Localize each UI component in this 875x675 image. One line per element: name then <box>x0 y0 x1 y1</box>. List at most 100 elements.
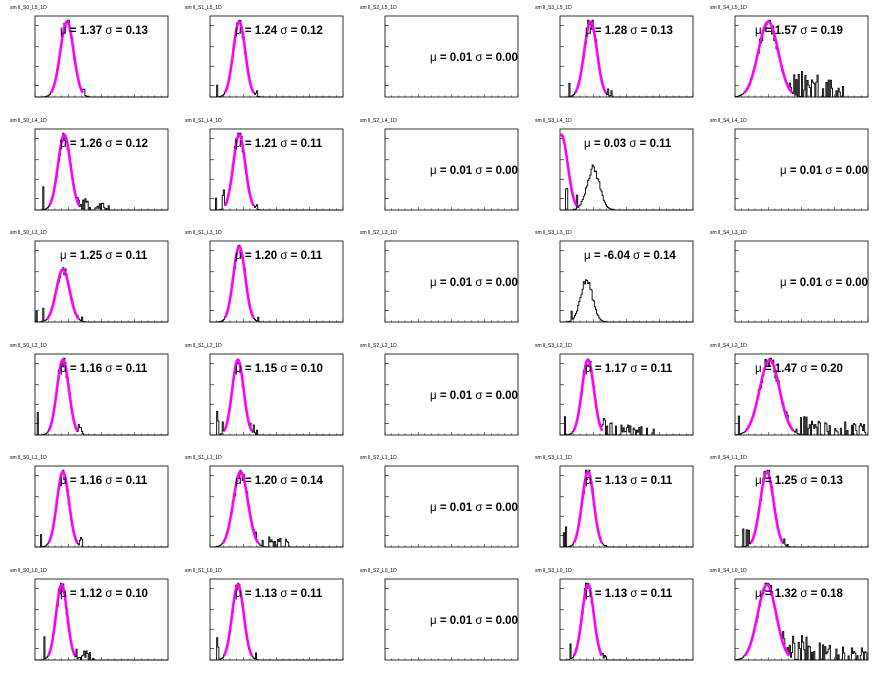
fit-stat-label: μ = 1.20 σ = 0.11 <box>235 250 323 262</box>
panel-title: sm ll_S1_L5_1D <box>185 5 222 11</box>
sigma-value: 0.14 <box>300 475 323 487</box>
mu-symbol: μ <box>430 389 437 402</box>
histogram-panel: sm ll_S3_L0_1D μ = 1.13 σ = 0.11 <box>525 563 700 675</box>
histogram-panel: sm ll_S4_L0_1D μ = 1.32 σ = 0.18 <box>700 563 875 675</box>
mu-value: 1.20 <box>254 475 278 487</box>
histogram-plot <box>209 15 344 98</box>
sigma-symbol: σ <box>800 25 808 37</box>
sigma-value: 0.00 <box>845 164 868 177</box>
histogram-plot <box>734 15 869 98</box>
mu-value: 0.01 <box>449 614 473 627</box>
panel-title: sm ll_S4_L3_1D <box>710 230 747 236</box>
panel-title: sm ll_S0_L2_1D <box>10 342 47 349</box>
histogram-plot <box>34 240 169 323</box>
fit-curve <box>223 20 255 94</box>
sigma-symbol: σ <box>475 52 483 64</box>
sigma-symbol: σ <box>630 475 638 487</box>
histogram-panel: sm ll_S3_L5_1D μ = 1.28 σ = 0.13 <box>525 0 700 112</box>
histogram-panel: sm ll_S4_L5_1D μ = 1.57 σ = 0.19 <box>700 0 875 112</box>
sigma-value: 0.00 <box>495 164 518 177</box>
fit-curve <box>572 357 604 431</box>
fit-curve <box>223 357 253 431</box>
fit-stat-label: μ = 1.13 σ = 0.11 <box>585 587 673 600</box>
mu-symbol: μ <box>60 25 67 37</box>
mu-value: 1.20 <box>254 250 278 262</box>
sigma-symbol: σ <box>630 25 638 37</box>
panel-title: sm ll_S2_L5_1D <box>360 5 397 11</box>
histogram-plot <box>559 465 694 548</box>
panel-title: sm ll_S1_L1_1D <box>185 455 222 461</box>
fit-stat-label: μ = 0.01 σ = 0.00 <box>430 614 518 627</box>
panel-title: sm ll_S2_L4_1D <box>360 117 397 124</box>
panel-title: sm ll_S3_L2_1D <box>535 342 572 349</box>
histogram-plot <box>209 465 344 548</box>
panel-title: sm ll_S2_L2_1D <box>360 342 397 349</box>
histogram-panel: sm ll_S1_L5_1D μ = 1.24 σ = 0.12 <box>175 0 350 112</box>
panel-title: sm ll_S2_L1_1D <box>360 455 397 461</box>
histogram-plot <box>384 128 519 210</box>
mu-value: 1.57 <box>774 25 798 37</box>
sigma-symbol: σ <box>633 250 641 262</box>
panel-title: sm ll_S0_L1_1D <box>10 455 47 461</box>
fit-stat-label: μ = 0.01 σ = 0.00 <box>430 164 518 177</box>
histogram-plot <box>34 353 169 435</box>
mu-symbol: μ <box>755 475 762 487</box>
sigma-symbol: σ <box>280 475 288 487</box>
mu-value: 1.16 <box>79 475 103 487</box>
mu-symbol: μ <box>60 137 67 150</box>
histogram-plot <box>384 353 519 435</box>
fit-stat-label: μ = 1.24 σ = 0.12 <box>235 25 323 37</box>
mu-symbol: μ <box>585 475 592 487</box>
sigma-symbol: σ <box>630 587 638 600</box>
fit-stat-label: μ = 1.32 σ = 0.18 <box>755 587 843 600</box>
sigma-value: 0.13 <box>820 475 843 487</box>
histogram-plot <box>209 128 344 210</box>
histogram-plot <box>384 465 519 548</box>
sigma-value: 0.12 <box>300 25 323 37</box>
histogram-panel: sm ll_S1_L1_1D μ = 1.20 σ = 0.14 <box>175 450 350 562</box>
fit-stat-label: μ = -6.04 σ = 0.14 <box>584 250 676 262</box>
sigma-value: 0.00 <box>495 502 518 514</box>
mu-value: 1.12 <box>79 587 103 600</box>
histogram-panel: sm ll_S0_L2_1D μ = 1.16 σ = 0.11 <box>0 338 175 450</box>
sigma-value: 0.14 <box>653 250 676 262</box>
mu-symbol: μ <box>430 502 437 514</box>
sigma-symbol: σ <box>475 164 483 177</box>
histogram-panel: sm ll_S0_L4_1D μ = 1.26 σ = 0.12 <box>0 113 175 225</box>
fit-curve <box>47 357 79 431</box>
mu-value: 1.15 <box>254 362 278 375</box>
fit-curve <box>221 470 260 544</box>
mu-value: 0.01 <box>799 277 823 289</box>
histogram-plot <box>734 128 869 210</box>
sigma-value: 0.19 <box>820 25 843 37</box>
histogram-panel: sm ll_S0_L1_1D μ = 1.16 σ = 0.11 <box>0 450 175 562</box>
mu-symbol: μ <box>430 52 437 64</box>
fit-curve <box>749 470 784 544</box>
histogram-panel: sm ll_S4_L3_1D μ = 0.01 σ = 0.00 <box>700 225 875 337</box>
histogram-series <box>560 279 693 323</box>
sigma-symbol: σ <box>280 137 288 150</box>
sigma-symbol: σ <box>280 362 288 375</box>
mu-symbol: μ <box>755 362 762 375</box>
panel-title: sm ll_S4_L4_1D <box>710 117 747 124</box>
mu-value: 1.26 <box>79 137 103 150</box>
mu-symbol: μ <box>585 587 592 600</box>
panel-title: sm ll_S3_L3_1D <box>535 230 572 236</box>
mu-value: 1.32 <box>774 587 798 600</box>
fit-stat-label: μ = 1.13 σ = 0.11 <box>585 475 673 487</box>
sigma-value: 0.10 <box>300 362 323 375</box>
panel-title: sm ll_S1_L2_1D <box>185 342 222 349</box>
histogram-plot <box>34 578 169 660</box>
fit-curve <box>222 582 254 656</box>
histogram-plot <box>559 353 694 435</box>
mu-value: 1.47 <box>774 362 798 375</box>
sigma-value: 0.00 <box>495 277 518 289</box>
fit-stat-label: μ = 1.17 σ = 0.11 <box>585 362 673 375</box>
fit-stat-label: μ = 0.01 σ = 0.00 <box>780 277 868 289</box>
mu-symbol: μ <box>430 614 437 627</box>
histogram-panel: sm ll_S1_L2_1D μ = 1.15 σ = 0.10 <box>175 338 350 450</box>
panel-title: sm ll_S4_L2_1D <box>710 342 747 349</box>
mu-value: 0.01 <box>449 52 473 64</box>
sigma-value: 0.11 <box>650 587 673 600</box>
mu-symbol: μ <box>235 362 242 375</box>
